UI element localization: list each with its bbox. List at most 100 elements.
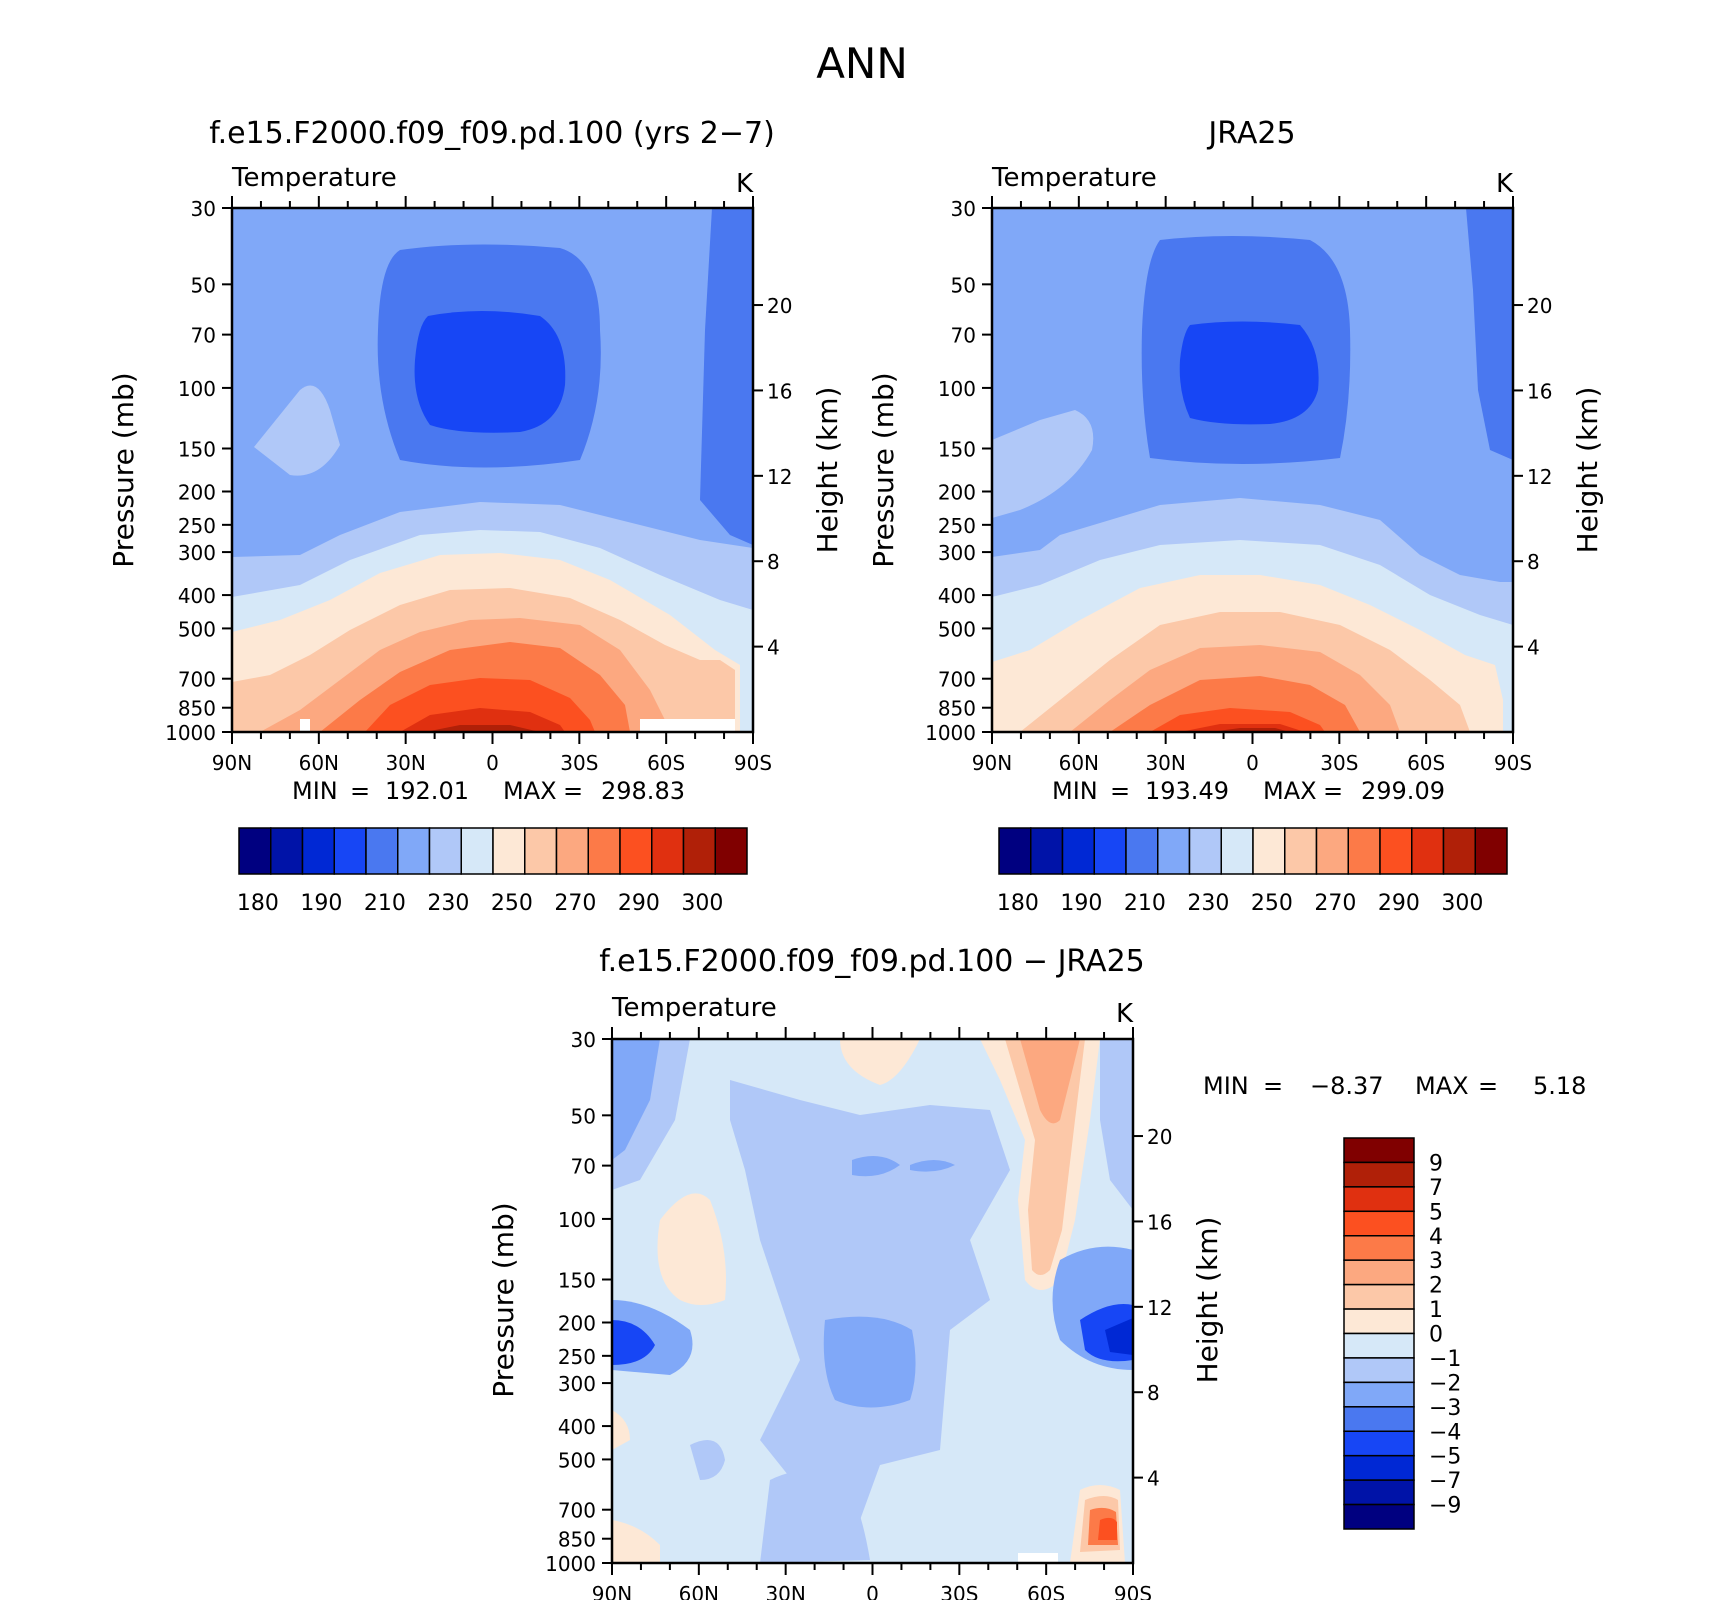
x-tick-label: 0 [866, 1582, 879, 1600]
right-tick-label: 20 [1527, 294, 1552, 318]
equals-sign: = [563, 777, 583, 805]
colorbar-label: −1 [1429, 1347, 1461, 1372]
contour-band [910, 1160, 955, 1172]
colorbar-swatch [1343, 1406, 1415, 1432]
colorbar-label: −9 [1429, 1494, 1461, 1519]
colorbar-swatch [1343, 1161, 1415, 1188]
panel-title: f.e15.F2000.f09_f09.pd.100 (yrs 2−7) [209, 116, 775, 151]
right-axis-title: Height (km) [811, 387, 844, 554]
max-label: MAX [1415, 1072, 1469, 1100]
equals-sign: = [1323, 777, 1343, 805]
variable-label: Temperature [231, 163, 397, 193]
right-tick-label: 20 [767, 294, 792, 318]
y-tick-label: 1000 [165, 721, 216, 745]
right-tick-label: 8 [767, 550, 780, 574]
y-tick-label: 30 [951, 197, 976, 221]
max-label: MAX [1263, 777, 1317, 805]
contour-band [852, 1156, 900, 1177]
colorbar-swatch [998, 827, 1032, 875]
colorbar-swatch [397, 827, 431, 875]
x-tick-label: 30N [1145, 751, 1185, 775]
contour-band [1466, 208, 1513, 460]
right-tick-label: 20 [1147, 1125, 1172, 1149]
x-tick-label: 90N [592, 1582, 632, 1600]
colorbar-swatch [1343, 1186, 1415, 1213]
right-tick-label: 16 [767, 379, 792, 403]
contour-band [760, 1468, 870, 1563]
y-tick-label: 100 [558, 1208, 596, 1232]
axes: Pressure (mb) Height (km) 30 50 70 100 150 20… [487, 1027, 1224, 1600]
colorbar-label: −7 [1429, 1469, 1461, 1494]
y-tick-label: 500 [558, 1448, 596, 1472]
x-tick-label: 0 [486, 751, 499, 775]
contour-band [254, 385, 340, 476]
y-tick-label: 400 [938, 584, 976, 608]
colorbar-swatch [682, 827, 716, 875]
units-label: K [1116, 999, 1134, 1029]
colorbar-swatch [1343, 1454, 1415, 1481]
colorbar-swatch [1379, 827, 1413, 875]
colorbar-swatch [1347, 827, 1381, 875]
colorbar-swatch [1343, 1430, 1415, 1457]
x-tick-label: 60S [1027, 1582, 1065, 1600]
colorbar-swatch [1474, 827, 1508, 875]
colorbar-swatch [1315, 827, 1349, 875]
right-tick-label: 16 [1147, 1210, 1172, 1234]
y-tick-label: 1000 [545, 1552, 596, 1576]
colorbar-swatch [1093, 827, 1127, 875]
x-tick-label: 60S [1407, 751, 1445, 775]
y-tick-label: 1000 [925, 721, 976, 745]
x-tick-label: 60S [647, 751, 685, 775]
contour-field [232, 208, 753, 732]
min-value: 193.49 [1145, 777, 1229, 805]
panel-title: f.e15.F2000.f09_f09.pd.100 − JRA25 [599, 944, 1145, 979]
colorbar-swatch [1188, 827, 1222, 875]
colorbar-label: −2 [1429, 1371, 1461, 1396]
contour-band [700, 208, 753, 545]
y-tick-label: 200 [178, 480, 216, 504]
colorbar-swatch [651, 827, 685, 875]
colorbar-label: 7 [1429, 1176, 1443, 1201]
y-tick-label: 70 [191, 324, 216, 348]
colorbar: 180 190 210 230 250 270 290 300 [237, 827, 748, 916]
colorbar-swatch [1343, 1235, 1415, 1261]
colorbar-label: −3 [1429, 1396, 1461, 1421]
x-tick-label: 30S [560, 751, 598, 775]
contour-band [690, 1440, 725, 1480]
right-tick-label: 12 [1147, 1296, 1172, 1320]
contour-band [657, 1193, 726, 1305]
colorbar-swatch [460, 827, 494, 875]
right-tick-label: 16 [1527, 379, 1552, 403]
units-label: K [736, 169, 754, 199]
colorbar-swatch [428, 827, 462, 875]
right-tick-label: 4 [1147, 1467, 1160, 1491]
contour-band [1020, 1039, 1080, 1124]
y-axis-title: Pressure (mb) [107, 372, 140, 567]
equals-sign: = [350, 777, 370, 805]
colorbar-swatch [301, 827, 335, 875]
colorbar-swatch [270, 827, 304, 875]
colorbar-swatch [238, 827, 272, 875]
y-tick-label: 300 [558, 1372, 596, 1396]
right-axis-title: Height (km) [1571, 387, 1604, 554]
y-tick-label: 500 [938, 617, 976, 641]
y-tick-label: 70 [951, 324, 976, 348]
colorbar-label: 250 [491, 891, 533, 916]
y-axis-title: Pressure (mb) [867, 372, 900, 567]
panel-obs: JRA25 Temperature K Pressure (mb) Height… [867, 116, 1604, 916]
panel-title: JRA25 [1206, 116, 1295, 151]
missing-data [300, 719, 310, 732]
contour-band [1105, 1318, 1133, 1355]
x-tick-label: 90N [972, 751, 1012, 775]
contour-band [1179, 321, 1319, 425]
x-tick-label: 90S [734, 751, 772, 775]
x-tick-label: 60N [299, 751, 339, 775]
right-tick-label: 12 [767, 465, 792, 489]
colorbar-swatch [555, 827, 589, 875]
colorbar-label: 1 [1429, 1298, 1443, 1323]
colorbar-swatch [1343, 1283, 1415, 1310]
x-tick-label: 90S [1114, 1582, 1152, 1600]
x-tick-label: 60N [1059, 751, 1099, 775]
contour-band [612, 1039, 660, 1160]
